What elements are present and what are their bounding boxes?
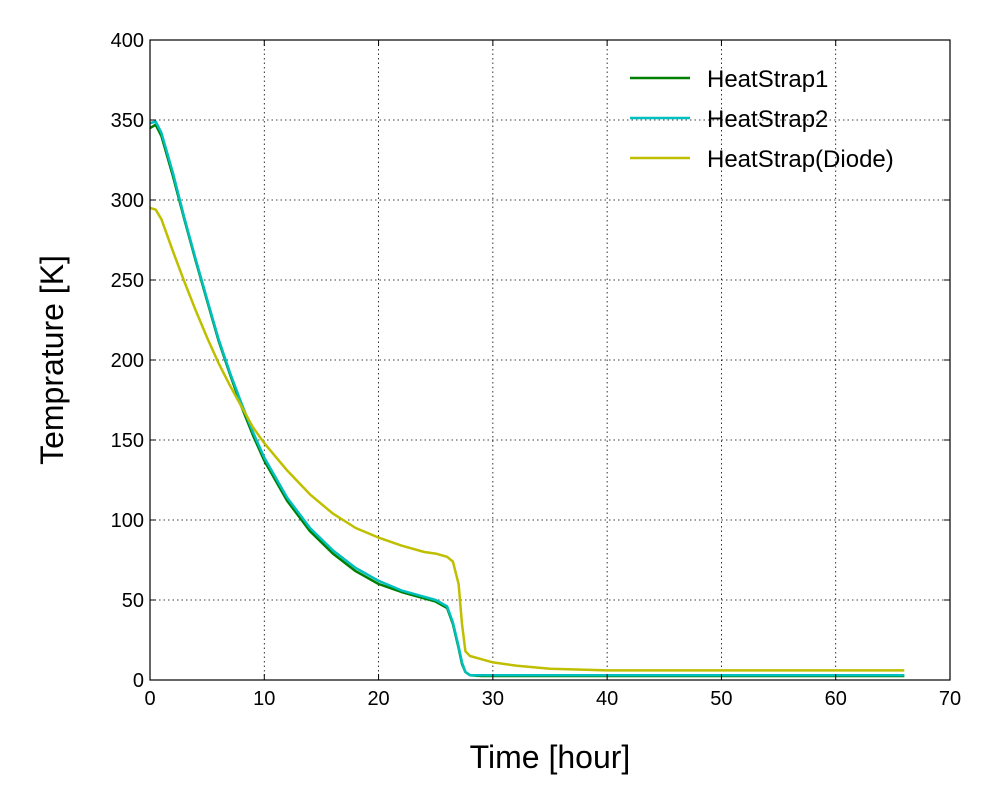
x-tick-label: 70 [939,688,961,710]
y-tick-label: 100 [111,510,144,532]
y-tick-label: 400 [111,30,144,52]
legend-item: HeatStrap2 [630,106,828,133]
series-line-3 [149,206,905,672]
x-tick-label: 40 [596,688,618,710]
series-line-2 [149,120,905,677]
legend-item: HeatStrap1 [630,66,828,93]
series-layer [149,120,905,678]
x-tick-label: 10 [253,688,275,710]
legend-label: HeatStrap2 [707,106,828,133]
y-tick-label: 250 [111,270,144,292]
x-tick-labels: 0 10 20 30 40 50 60 70 [144,688,961,710]
y-tick-label: 0 [133,670,144,692]
y-tick-label: 300 [111,190,144,212]
y-tick-labels: 0 50 100 150 200 250 300 350 400 [111,30,144,692]
x-tick-label: 20 [367,688,389,710]
legend: HeatStrap1 HeatStrap2 HeatStrap(Diode) [630,66,894,173]
legend-item: HeatStrap(Diode) [630,146,894,173]
y-axis-title: Temprature [K] [34,255,70,465]
x-tick-label: 60 [825,688,847,710]
ticks [149,39,951,681]
x-axis-title: Time [hour] [470,739,631,775]
legend-label: HeatStrap(Diode) [707,146,894,173]
y-tick-label: 150 [111,430,144,452]
x-tick-label: 50 [710,688,732,710]
legend-label: HeatStrap1 [707,66,828,93]
y-tick-label: 200 [111,350,144,372]
x-tick-label: 30 [482,688,504,710]
grid [150,40,950,680]
x-tick-label: 0 [144,688,155,710]
y-tick-label: 350 [111,110,144,132]
y-tick-label: 50 [122,590,144,612]
